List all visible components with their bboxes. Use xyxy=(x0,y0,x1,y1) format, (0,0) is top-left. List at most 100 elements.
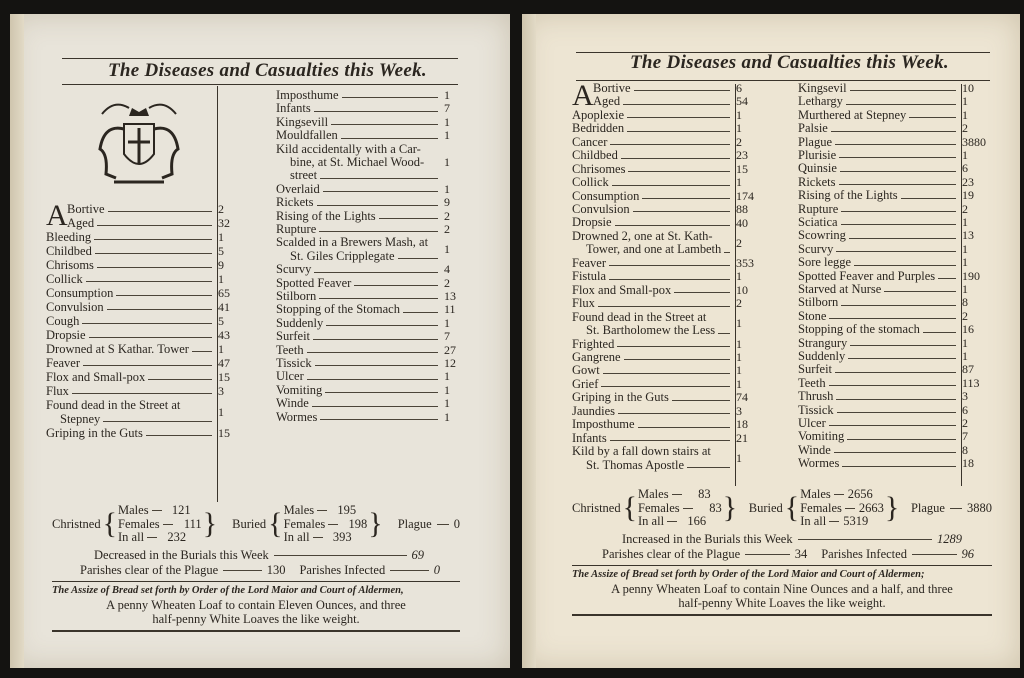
dash-leader xyxy=(623,359,730,361)
entry-name: street xyxy=(290,168,318,183)
parishes-clear-count: 130 xyxy=(266,563,286,577)
entry-name: Consumption xyxy=(46,286,114,300)
list-item: Rising of the Lights 19 xyxy=(798,188,974,202)
list-item: Spotted Feaver and Purples 190 xyxy=(798,269,980,283)
entry-name: Starved at Nurse xyxy=(798,281,882,296)
entry-name-line: Rupture xyxy=(276,222,440,236)
entry-count: 1 xyxy=(736,121,742,136)
christned-breakdown: Males 121 Females 111 In all 232 xyxy=(118,503,202,545)
entry-name-line: Surfeit xyxy=(798,362,958,376)
entry-count: 1 xyxy=(444,369,450,384)
entry-count: 2 xyxy=(444,275,450,290)
list-item: Suddenly 1 xyxy=(276,316,450,330)
entry-name-line: Palsie xyxy=(798,121,958,135)
entry-name: Rupture xyxy=(798,201,839,216)
list-item: Spotted Feaver 2 xyxy=(276,276,450,290)
entry-name-line: Scurvy xyxy=(798,242,958,256)
christned-males-row: Males 121 xyxy=(118,503,202,518)
entry-name-line: Apoplexie xyxy=(572,108,732,122)
dash-leader xyxy=(609,440,730,442)
buried-breakdown: Males 2656 Females 2663 In all 5319 xyxy=(800,487,884,529)
entry-count: 1 xyxy=(736,363,742,378)
entry-name-line: Tissick xyxy=(798,403,958,417)
entry-count: 21 xyxy=(736,430,748,445)
drop-cap-letter: A xyxy=(572,79,594,112)
dash-leader xyxy=(841,210,956,212)
list-item: Surfeit 7 xyxy=(276,329,450,344)
entry-name: Teeth xyxy=(276,342,304,357)
entry-name-line: Stopping of the Stomach xyxy=(276,302,440,316)
entry-name-line: Cancer xyxy=(572,135,732,149)
list-item: Apoplexie 1 xyxy=(572,108,742,122)
entry-name-line: Spotted Feaver xyxy=(276,276,440,290)
entry-count: 1 xyxy=(962,215,968,229)
bread-assize-line-1: A penny Wheaten Loaf to contain Nine Oun… xyxy=(611,582,953,596)
buried-males-label: Males xyxy=(283,503,315,517)
list-item: Stilborn 8 xyxy=(798,295,968,309)
dash-leader xyxy=(148,379,212,380)
entry-count: 7 xyxy=(962,429,968,444)
entry-count: 9 xyxy=(218,258,224,272)
entry-count: 87 xyxy=(962,362,974,377)
buried-males-count: 195 xyxy=(337,503,357,517)
dash-leader xyxy=(836,398,956,400)
entry-name: Frighted xyxy=(572,336,615,351)
entry-count: 15 xyxy=(218,370,230,384)
dash-leader xyxy=(162,523,173,525)
entry-count: 1 xyxy=(218,230,224,244)
dash-leader xyxy=(191,351,212,352)
entry-name-line: Chrisoms xyxy=(46,258,214,272)
dash-leader xyxy=(829,521,840,523)
left-page: The Diseases and Casualties this Week. A… xyxy=(10,14,510,668)
entry-name-line: Mouldfallen xyxy=(276,128,440,142)
burials-change-label: Decreased in the Burials this Week xyxy=(94,548,269,562)
entry-name-line: Bortive xyxy=(46,202,214,216)
entry-name-line: Flox and Small-pox xyxy=(46,370,214,384)
list-item: Bedridden 1 xyxy=(572,121,742,135)
dash-leader xyxy=(627,130,730,132)
drop-cap-letter: A xyxy=(46,199,68,232)
dash-leader xyxy=(314,271,438,273)
christned-group: Christned{Males 121 Females 111 In all 232} xyxy=(52,503,218,545)
christned-males-count: 83 xyxy=(698,487,711,501)
entry-name-line: Winde xyxy=(798,443,958,457)
bread-assize-line-2: half-penny White Loaves the like weight. xyxy=(678,596,886,610)
entry-name: Chrisomes xyxy=(572,161,626,176)
entry-name: Wormes xyxy=(798,456,840,471)
entry-name-line: Overlaid xyxy=(276,182,440,196)
list-item: Winde 1 xyxy=(276,396,450,410)
dash-leader xyxy=(884,291,956,293)
entry-count: 1 xyxy=(962,349,968,363)
entry-name-line: St. Thomas Apostle xyxy=(572,458,732,472)
dash-leader xyxy=(938,277,956,279)
list-item: Ulcer 2 xyxy=(798,416,968,430)
dash-leader xyxy=(687,467,730,469)
entry-count: 7 xyxy=(444,101,450,116)
buried-all-label: In all xyxy=(800,514,827,528)
dash-leader xyxy=(151,510,162,512)
dash-leader xyxy=(724,251,731,253)
entry-name: Vomiting xyxy=(276,382,323,397)
entry-name-line: Rising of the Lights xyxy=(798,188,958,202)
dash-leader xyxy=(745,553,790,555)
entry-count: 6 xyxy=(962,161,968,176)
entry-name-line: Drowned at S Kathar. Tower xyxy=(46,342,214,356)
list-item: Collick 1 xyxy=(572,175,742,190)
entry-count: 2 xyxy=(962,308,968,323)
entry-name-line: Feaver xyxy=(46,356,214,370)
entry-count: 1 xyxy=(444,242,450,257)
bread-assize-line-1: A penny Wheaten Loaf to contain Eleven O… xyxy=(106,598,406,612)
dash-leader xyxy=(311,405,438,407)
list-item: Griping in the Guts 74 xyxy=(572,390,748,404)
entry-name-line: Plurisie xyxy=(798,148,958,162)
christned-all-count: 232 xyxy=(167,530,187,544)
dash-leader xyxy=(601,386,730,388)
page-title: The Diseases and Casualties this Week. xyxy=(108,60,427,81)
entry-name: Surfeit xyxy=(276,329,311,344)
entry-name-line: Vomiting xyxy=(276,382,440,397)
entry-name-line: Wormes xyxy=(798,456,958,471)
dash-leader xyxy=(313,338,438,340)
christned-females-row: Females 111 xyxy=(118,517,202,532)
entry-name: Collick xyxy=(572,175,609,190)
dash-leader xyxy=(602,372,730,374)
